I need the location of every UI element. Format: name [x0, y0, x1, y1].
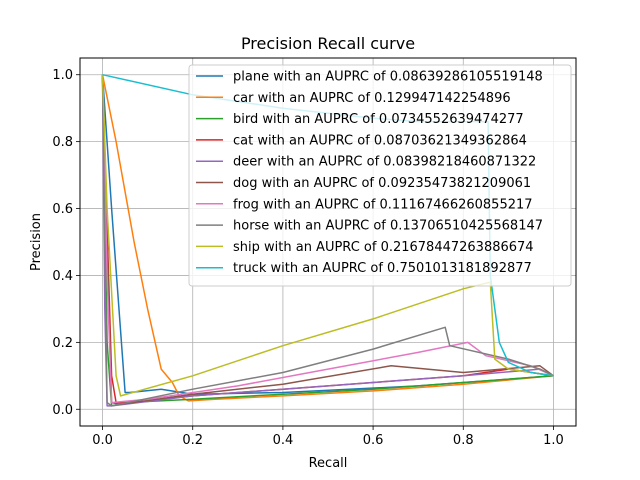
legend-label-6: frog with an AUPRC of 0.1116746626085521… — [233, 197, 533, 212]
x-tick-label: 0.0 — [92, 433, 113, 448]
plot-frame — [79, 57, 577, 427]
y-axis: 0.0 0.2 0.4 0.6 0.8 1.0 — [52, 68, 80, 418]
legend-box — [188, 64, 572, 287]
legend-label-3: cat with an AUPRC of 0.08703621349362864 — [233, 133, 527, 148]
legend-label-5: dog with an AUPRC of 0.09235473821209061 — [233, 176, 531, 191]
legend: plane with an AUPRC of 0.086392861055191… — [188, 64, 572, 287]
chart-title: Precision Recall curve — [241, 34, 415, 53]
x-tick-label: 1.0 — [543, 433, 564, 448]
x-tick-label: 0.4 — [273, 433, 294, 448]
series-line-8 — [101, 74, 554, 397]
legend-label-7: horse with an AUPRC of 0.137065104255681… — [233, 219, 543, 234]
y-tick-label: 0.2 — [52, 336, 73, 351]
x-tick-label: 0.2 — [182, 433, 203, 448]
series-line-2 — [101, 74, 554, 407]
legend-label-8: ship with an AUPRC of 0.2167844726388667… — [233, 240, 534, 255]
legend-label-9: truck with an AUPRC of 0.750101318189287… — [233, 261, 532, 276]
x-axis-title: Recall — [309, 456, 348, 471]
legend-label-1: car with an AUPRC of 0.129947142254896 — [233, 91, 511, 106]
legend-label-4: deer with an AUPRC of 0.0839821846087132… — [233, 155, 536, 170]
legend-label-0: plane with an AUPRC of 0.086392861055191… — [233, 70, 543, 85]
y-tick-label: 0.6 — [52, 202, 73, 217]
y-axis-title: Precision — [29, 213, 44, 271]
y-tick-label: 0.0 — [52, 403, 73, 418]
y-tick-label: 1.0 — [52, 68, 73, 83]
series-line-0 — [101, 74, 554, 395]
series-line-6 — [101, 74, 554, 404]
legend-label-2: bird with an AUPRC of 0.0734552639474277 — [233, 112, 524, 127]
x-tick-label: 0.6 — [363, 433, 384, 448]
series-line-7 — [101, 74, 554, 407]
x-axis: 0.0 0.2 0.4 0.6 0.8 1.0 — [92, 426, 564, 448]
y-tick-label: 0.8 — [52, 135, 73, 150]
y-tick-label: 0.4 — [52, 269, 73, 284]
x-tick-label: 0.8 — [453, 433, 474, 448]
